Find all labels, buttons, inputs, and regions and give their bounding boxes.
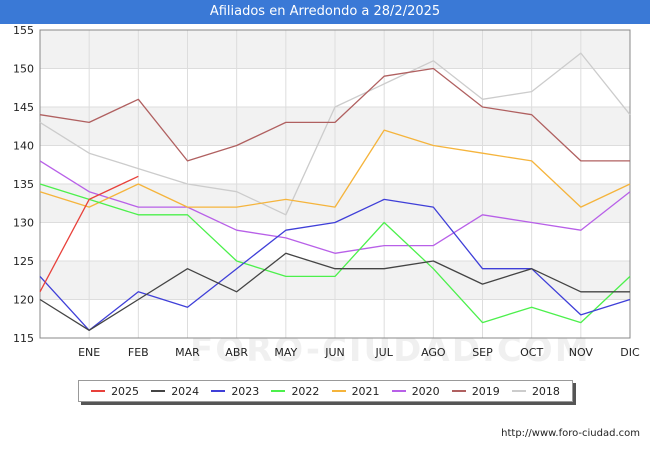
y-tick-label: 130: [13, 217, 34, 230]
legend-label: 2025: [111, 384, 140, 398]
y-tick-label: 150: [13, 63, 34, 76]
legend-swatch: [151, 390, 166, 392]
legend-swatch: [511, 390, 526, 392]
legend-item-2021: 2021: [331, 384, 380, 398]
legend-item-2019: 2019: [451, 384, 500, 398]
legend-item-2022: 2022: [271, 385, 319, 398]
legend: 2025 2024 2023 2022 2021 2020 2019 2018: [78, 380, 573, 402]
chart-title: Afiliados en Arredondo a 28/2/2025: [0, 0, 650, 24]
legend-label: 2018: [531, 384, 560, 398]
x-tick-labels: ENE FEB MAR ABR MAY JUN JUL AGO SEP OCT NOV DIC: [78, 346, 640, 359]
x-tick-label: ABR: [225, 346, 248, 359]
x-tick-label: MAR: [175, 346, 200, 359]
y-tick-label: 155: [13, 24, 34, 37]
y-tick-labels: 115 120 125 130 135 140 145 150 155: [13, 24, 34, 345]
series-lines: [39, 52, 631, 331]
y-tick-label: 145: [13, 101, 34, 114]
legend-label: 2021: [351, 384, 380, 398]
series-line-2025: [39, 175, 139, 293]
series-line-2018: [39, 52, 631, 216]
legend-swatch: [391, 390, 406, 392]
x-tick-label: SEP: [472, 346, 493, 359]
x-tick-label: MAY: [274, 346, 297, 359]
legend-label: 2023: [231, 384, 260, 398]
legend-swatch: [271, 390, 286, 392]
x-tick-label: JUN: [324, 346, 345, 359]
legend-item-2018: 2018: [511, 384, 560, 398]
legend-label: 2020: [411, 384, 440, 398]
legend-swatch: [211, 390, 226, 392]
x-tick-label: JUL: [374, 346, 393, 359]
legend-swatch: [451, 390, 466, 392]
y-tick-label: 120: [13, 294, 34, 307]
y-tick-label: 115: [13, 332, 34, 345]
x-tick-label: OCT: [520, 346, 543, 359]
x-tick-label: AGO: [421, 346, 446, 359]
x-tick-label: NOV: [569, 346, 594, 359]
legend-label: 2024: [171, 384, 200, 398]
x-tick-label: ENE: [78, 346, 100, 359]
series-line-2019: [39, 67, 630, 162]
y-tick-label: 140: [13, 140, 34, 153]
legend-label: 2019: [471, 384, 500, 398]
y-tick-label: 125: [13, 255, 34, 268]
legend-item-2025: 2025: [91, 385, 139, 398]
series-line-2024: [39, 252, 630, 331]
x-tick-label: FEB: [128, 346, 149, 359]
legend-label: 2022: [291, 384, 320, 398]
footer-url: http://www.foro-ciudad.com: [501, 428, 640, 439]
legend-item-2024: 2024: [151, 385, 199, 398]
series-line-2022: [39, 183, 631, 324]
legend-item-2020: 2020: [391, 384, 440, 398]
series-line-2021: [39, 129, 631, 208]
legend-swatch: [331, 390, 346, 392]
y-tick-label: 135: [13, 178, 34, 191]
legend-swatch: [91, 390, 106, 392]
legend-item-2023: 2023: [211, 385, 259, 398]
series-line-2020: [39, 160, 631, 254]
x-tick-label: DIC: [620, 346, 640, 359]
